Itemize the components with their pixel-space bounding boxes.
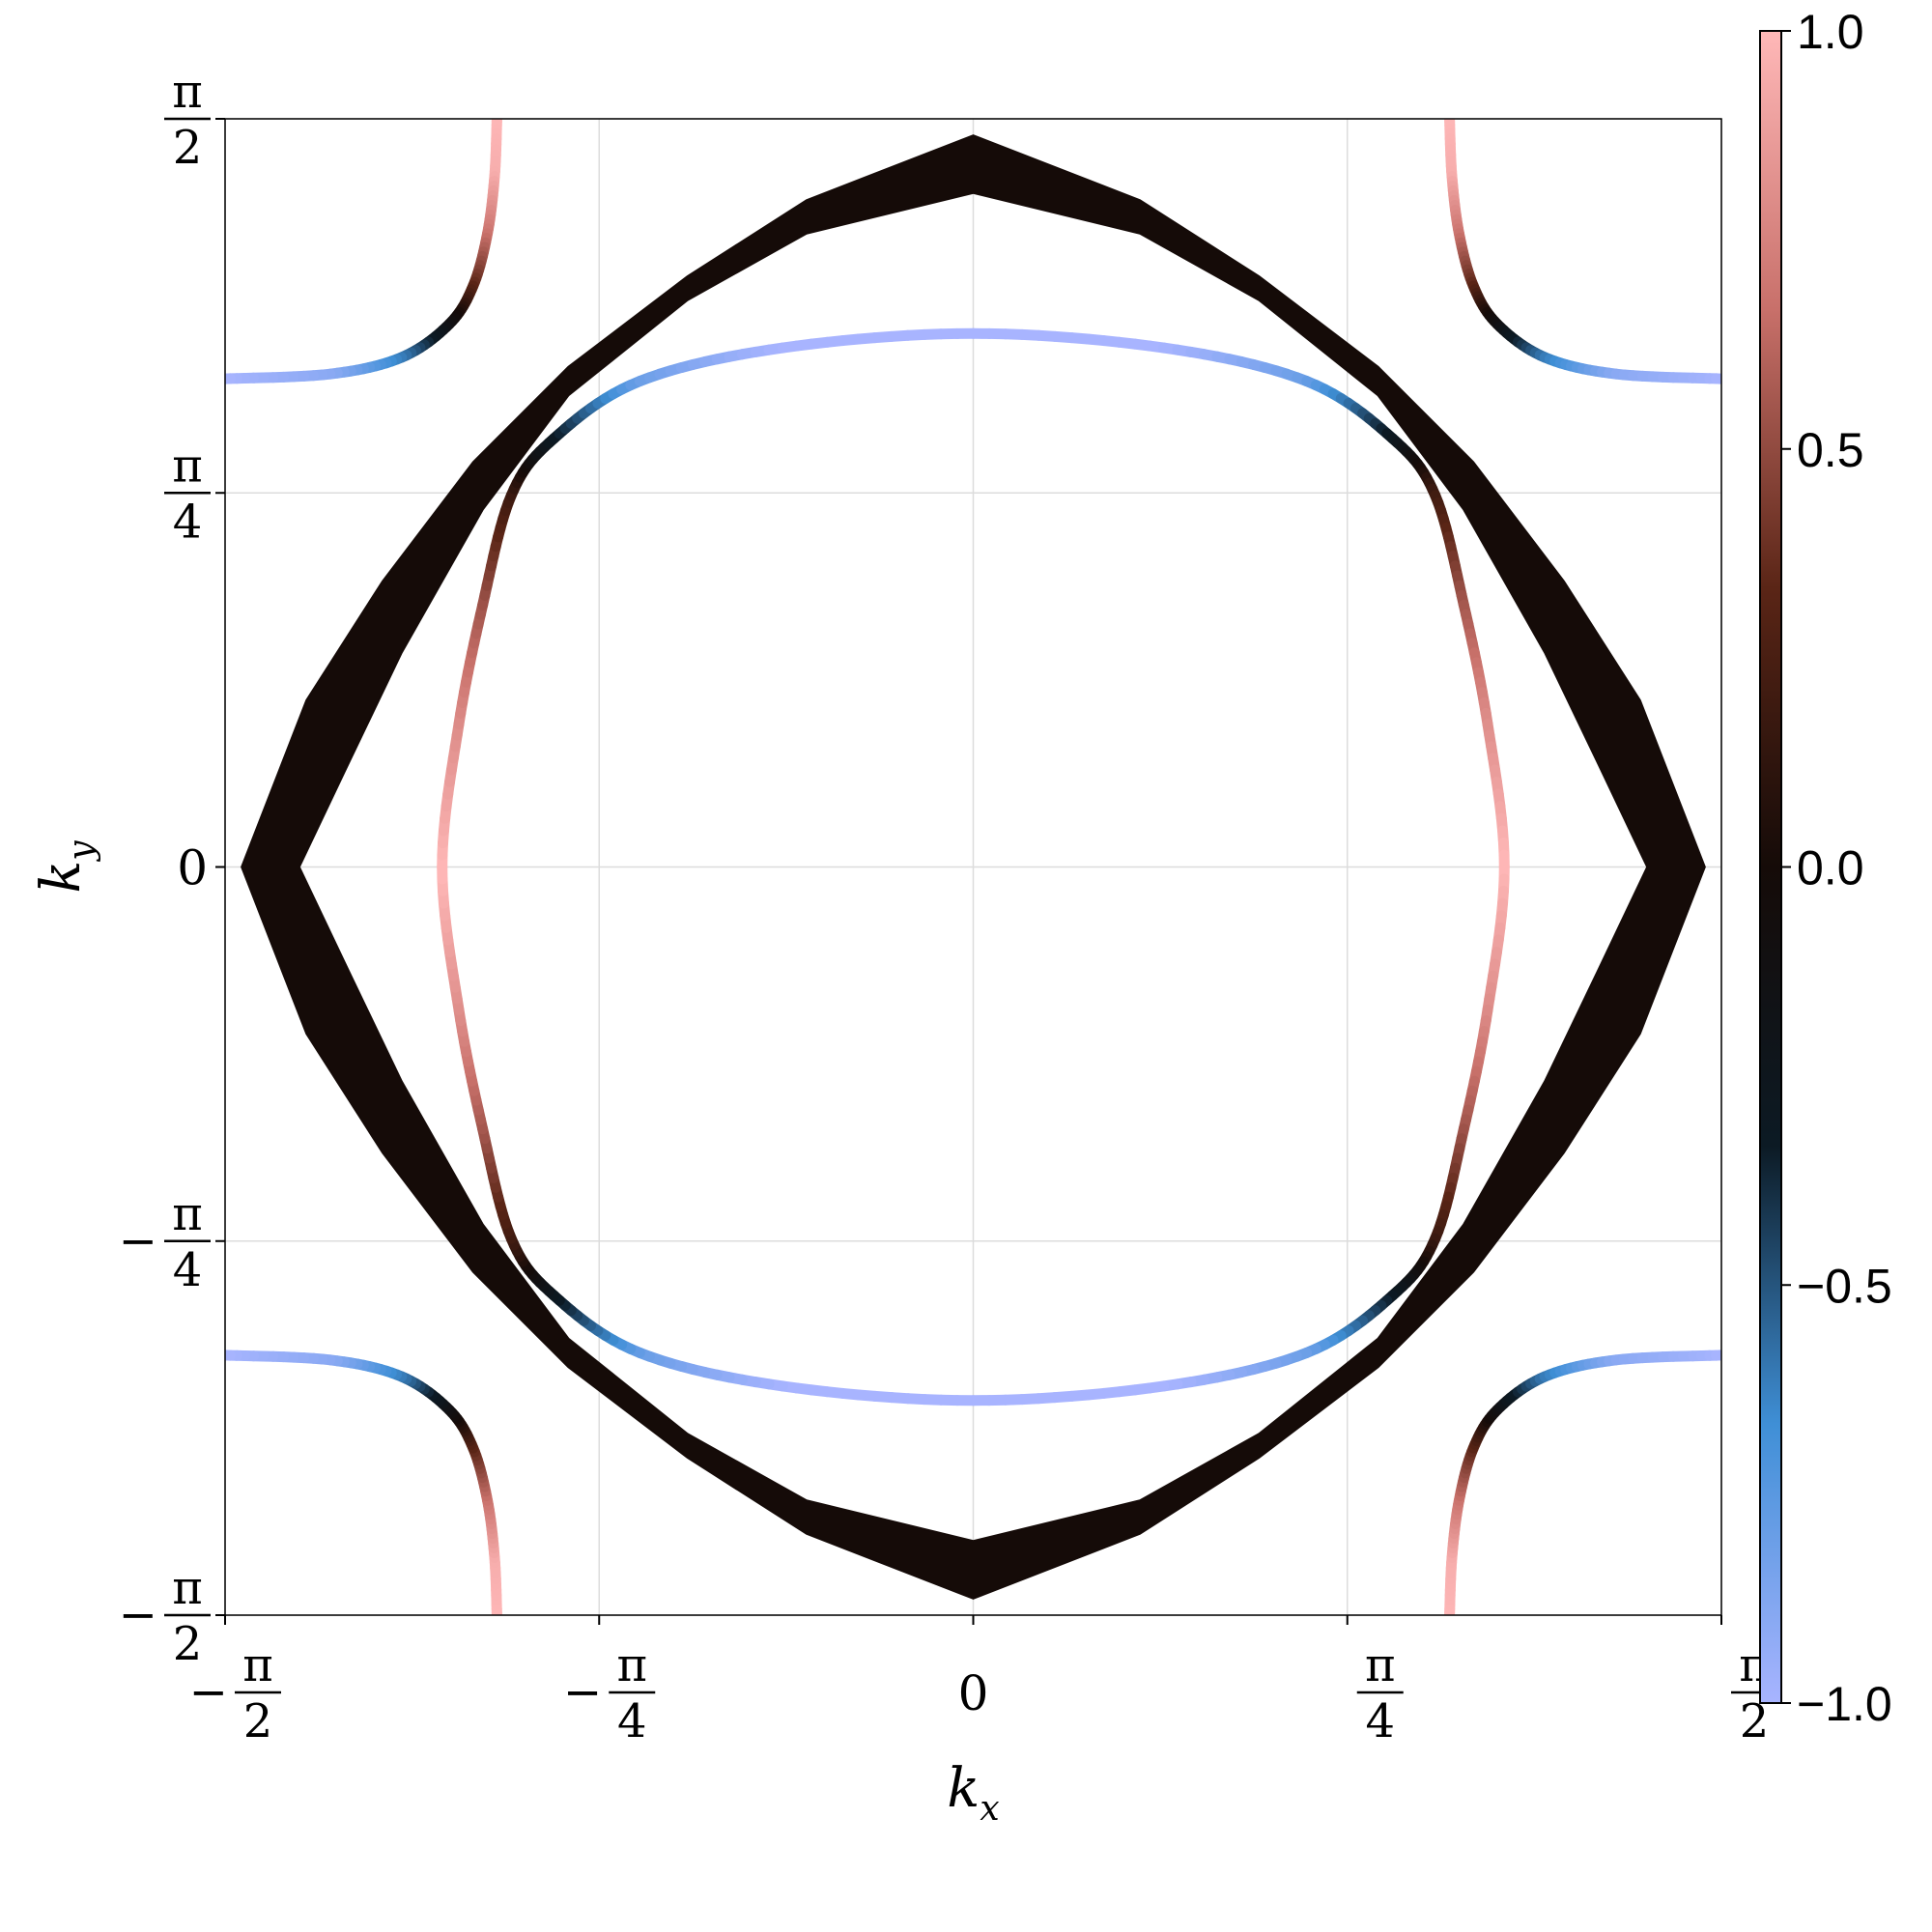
- tick-denominator: 2: [173, 121, 203, 175]
- tick-numerator: π: [172, 65, 203, 119]
- tick-numerator: π: [172, 439, 203, 493]
- tick-numerator: π: [242, 1638, 273, 1692]
- colorbar-gradient: [1759, 30, 1782, 1704]
- tick-sign: −: [119, 1588, 157, 1642]
- x-tick-label: − π2: [189, 1638, 281, 1748]
- y-axis-label-subscript: y: [62, 840, 101, 863]
- tick-label-text: 0: [958, 1665, 989, 1721]
- y-tick-label: − π2: [119, 1561, 211, 1671]
- y-tick-label: π2: [164, 65, 211, 175]
- tick-sign: −: [189, 1665, 228, 1719]
- tick-numerator: π: [172, 1187, 203, 1241]
- tick-numerator: π: [172, 1561, 203, 1615]
- x-axis-label-subscript: x: [980, 1789, 999, 1829]
- colorbar: 1.0 0.5 0.0 −0.5 −1.0: [1759, 5, 1892, 1731]
- y-tick-label: − π4: [119, 1187, 211, 1297]
- y-axis-label: ky: [30, 840, 101, 894]
- tick-denominator: 4: [1365, 1694, 1395, 1748]
- tick-numerator: π: [1365, 1638, 1396, 1692]
- x-tick-label: π4: [1356, 1638, 1404, 1748]
- tick-sign: −: [119, 1214, 157, 1268]
- y-tick-label: π4: [164, 439, 211, 549]
- colorbar-tick-label: 0.5: [1797, 423, 1864, 477]
- corner-pocket-bottom-left: [225, 1350, 502, 1615]
- x-tick-label: − π4: [563, 1638, 656, 1748]
- plot-area: [225, 119, 1721, 1615]
- tick-denominator: 2: [173, 1617, 203, 1671]
- outer-fermi-sheet: [241, 134, 1706, 1600]
- y-tick-label: 0: [177, 840, 208, 896]
- grid-lines: [224, 118, 1722, 1616]
- corner-pocket-top-right: [1444, 119, 1721, 384]
- tick-sign: −: [563, 1665, 602, 1719]
- tick-denominator: 4: [173, 495, 203, 549]
- tick-denominator: 2: [243, 1694, 273, 1748]
- corner-pocket-bottom-right: [1444, 1350, 1721, 1615]
- colorbar-tick-label: 1.0: [1797, 5, 1864, 59]
- colorbar-tick-label: 0.0: [1797, 841, 1864, 895]
- tick-denominator: 4: [173, 1243, 203, 1297]
- colorbar-tick-label: −1.0: [1797, 1677, 1892, 1731]
- inner-pocket: [437, 327, 1510, 1406]
- x-axis-label: kx: [947, 1757, 999, 1829]
- x-tick-label: 0: [958, 1665, 989, 1721]
- colorbar-tick-label: −0.5: [1797, 1259, 1892, 1313]
- corner-pocket-top-left: [225, 119, 502, 384]
- tick-denominator: 4: [617, 1694, 647, 1748]
- tick-numerator: π: [616, 1638, 647, 1692]
